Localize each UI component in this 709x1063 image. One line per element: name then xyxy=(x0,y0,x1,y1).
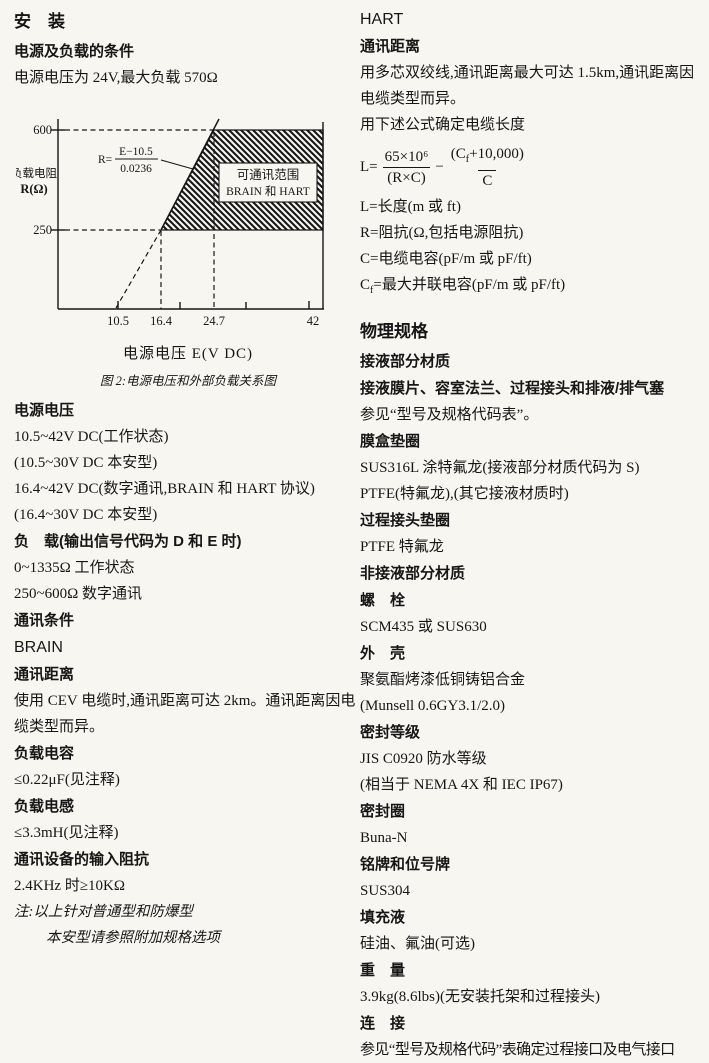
o-ring-line: Buna-N xyxy=(360,830,408,846)
heading-o-ring: 密封圈 xyxy=(360,803,406,820)
heading-process-connector-gasket: 过程接头垫圈 xyxy=(360,512,451,529)
left-column: 安 装 电源及负载的条件 电源电压为 24V,最大负载 570Ω xyxy=(11,6,360,946)
heading-housing: 外 壳 xyxy=(360,645,406,662)
heading-capsule-gasket: 膜盒垫圈 xyxy=(360,433,421,450)
x-axis-label: 电源电压 E(V DC) xyxy=(122,346,254,362)
housing-line: 聚氨酯烤漆低铜铸铝合金 xyxy=(360,672,526,688)
heading-comm-distance-brain: 通讯距离 xyxy=(14,666,75,683)
bolts-line: SCM435 或 SUS630 xyxy=(360,619,487,635)
heading-comm-distance-hart: 通讯距离 xyxy=(360,38,421,55)
supply-voltage-line: (10.5~30V DC 本安型) xyxy=(14,455,158,471)
region-label-line2: BRAIN 和 HART xyxy=(226,185,310,198)
heading-power-load-conditions: 电源及负载的条件 xyxy=(14,43,135,60)
formula-fraction-1: 65×10⁶ (R×C) xyxy=(381,149,433,186)
formula-fraction-2: (Cf+10,000) C xyxy=(447,146,528,189)
wetted-parts-reference: 参见“型号及规格代码表”。 xyxy=(360,407,539,423)
name-tag-plate-line: SUS304 xyxy=(360,883,411,899)
formula-annotation: R= E−10.5 0.0236 xyxy=(98,146,194,175)
boundary-line xyxy=(160,118,220,231)
capsule-gasket-line: SUS316L 涂特氟龙(接液部分材质代码为 S) xyxy=(360,460,640,476)
fraction1-numerator: 65×10⁶ xyxy=(384,148,429,165)
heading-degrees-of-protection: 密封等级 xyxy=(360,724,421,741)
comm-distance-brain-line: 使用 CEV 电缆时,通讯距离可达 2km。通讯距离因电缆类型而异。 xyxy=(14,693,356,735)
section-title-installation: 安 装 xyxy=(14,12,65,31)
cf-subscript: f xyxy=(465,153,470,165)
load-line: 250~600Ω 数字通讯 xyxy=(14,586,143,602)
heading-weight: 重 量 xyxy=(360,962,406,979)
formula-intro-line: 用下述公式确定电缆长度 xyxy=(360,117,526,133)
xtick-24-7: 24.7 xyxy=(203,314,225,328)
heading-nonwetted-parts-material: 非接液部分材质 xyxy=(360,565,466,582)
weight-line: 3.9kg(8.6lbs)(无安装托架和过程接头) xyxy=(360,989,600,1005)
connections-line: 参见“型号及规格代码”表确定过程接口及电气接口 xyxy=(360,1042,675,1058)
note-line2: 本安型请参照附加规格选项 xyxy=(46,930,220,946)
comm-distance-hart-line: 用多芯双绞线,通讯距离最大可达 1.5km,通讯距离因电缆类型而异。 xyxy=(360,65,695,107)
heading-name-tag-plate: 铭牌和位号牌 xyxy=(360,856,451,873)
capsule-gasket-line: PTFE(特氟龙),(其它接液材质时) xyxy=(360,486,569,502)
wetted-parts-list: 接液膜片、容室法兰、过程接头和排液/排气塞 xyxy=(360,380,665,397)
formula-minus: − xyxy=(435,158,444,175)
right-column: HART 通讯距离 用多芯双绞线,通讯距离最大可达 1.5km,通讯距离因电缆类… xyxy=(360,6,701,1058)
heading-comm-conditions: 通讯条件 xyxy=(14,612,75,629)
axes xyxy=(51,119,324,310)
heading-connections: 连 接 xyxy=(360,1015,406,1032)
load-inductance-line: ≤3.3mH(见注释) xyxy=(14,825,119,841)
y-axis-label: 负载电阻 R(Ω) xyxy=(11,166,57,196)
formula-definition-cf: Cf=最大并联电容(pF/m 或 pF/ft) xyxy=(360,277,566,296)
figure-caption: 图 2:电源电压和外部负载关系图 xyxy=(99,374,277,388)
heading-supply-voltage: 电源电压 xyxy=(14,402,75,419)
dashed-guides xyxy=(65,129,215,309)
supply-voltage-line: 10.5~42V DC(工作状态) xyxy=(14,429,169,445)
annotation-lhs: R= xyxy=(98,154,112,166)
housing-line: (Munsell 0.6GY3.1/2.0) xyxy=(360,698,505,714)
datasheet-page: 安 装 电源及负载的条件 电源电压为 24V,最大负载 570Ω xyxy=(11,6,701,1058)
fraction2-denominator: C xyxy=(478,169,497,189)
tick-labels: 600 250 10.5 16.4 24.7 42 xyxy=(33,123,319,328)
heading-load: 负 载(输出信号代码为 D 和 E 时) xyxy=(14,533,242,550)
region-label-box: 可通讯范围 BRAIN 和 HART xyxy=(218,162,318,203)
annotation-numerator: E−10.5 xyxy=(119,146,153,158)
supply-voltage-line: (16.4~30V DC 本安型) xyxy=(14,507,158,523)
y-axis-label-line2: R(Ω) xyxy=(20,182,47,196)
xtick-16-4: 16.4 xyxy=(150,314,173,328)
brain-label: BRAIN xyxy=(14,639,63,656)
formula-definition: R=阻抗(Ω,包括电源阻抗) xyxy=(360,225,524,241)
cf-subscript: f xyxy=(370,285,374,296)
fraction1-denominator: (R×C) xyxy=(383,166,430,186)
hart-label: HART xyxy=(360,11,404,28)
region-label-line1: 可通讯范围 xyxy=(237,168,300,182)
fraction2-numerator: (Cf+10,000) xyxy=(450,145,524,165)
cable-length-formula: L= 65×10⁶ (R×C) − (Cf+10,000) C xyxy=(360,144,701,190)
xtick-42: 42 xyxy=(307,314,320,328)
input-impedance-line: 2.4KHz 时≥10KΩ xyxy=(14,878,126,894)
ytick-250: 250 xyxy=(33,223,52,237)
heading-bolts: 螺 栓 xyxy=(360,592,406,609)
process-connector-gasket-line: PTFE 特氟龙 xyxy=(360,539,444,555)
xtick-10-5: 10.5 xyxy=(107,314,129,328)
heading-input-impedance: 通讯设备的输入阻抗 xyxy=(14,851,150,868)
fill-fluid-line: 硅油、氟油(可选) xyxy=(360,936,475,952)
annotation-denominator: 0.0236 xyxy=(120,163,152,175)
figure-2: R= E−10.5 0.0236 可通讯范围 BRAIN 和 HART 600 … xyxy=(11,103,360,389)
formula-definition: C=电缆电容(pF/m 或 pF/ft) xyxy=(360,251,532,267)
degrees-of-protection-line: JIS C0920 防水等级 xyxy=(360,751,487,767)
formula-definition: L=长度(m 或 ft) xyxy=(360,199,461,215)
note-line1: 注:以上针对普通型和防爆型 xyxy=(14,904,193,920)
y-axis-label-line1: 负载电阻 xyxy=(16,166,57,180)
heading-fill-fluid: 填充液 xyxy=(360,909,406,926)
load-capacitance-line: ≤0.22μF(见注释) xyxy=(14,772,120,788)
degrees-of-protection-line: (相当于 NEMA 4X 和 IEC IP67) xyxy=(360,777,563,793)
formula-lhs: L= xyxy=(360,158,378,175)
section-title-physical-specs: 物理规格 xyxy=(360,322,428,341)
ytick-600: 600 xyxy=(33,123,52,137)
heading-load-capacitance: 负载电容 xyxy=(14,745,75,762)
load-line: 0~1335Ω 工作状态 xyxy=(14,560,135,576)
heading-wetted-parts-material: 接液部分材质 xyxy=(360,353,451,370)
heading-load-inductance: 负载电感 xyxy=(14,798,75,815)
supply-voltage-line: 16.4~42V DC(数字通讯,BRAIN 和 HART 协议) xyxy=(14,481,315,497)
power-load-condition-line: 电源电压为 24V,最大负载 570Ω xyxy=(14,70,218,86)
load-vs-voltage-chart: R= E−10.5 0.0236 可通讯范围 BRAIN 和 HART 600 … xyxy=(11,118,324,328)
